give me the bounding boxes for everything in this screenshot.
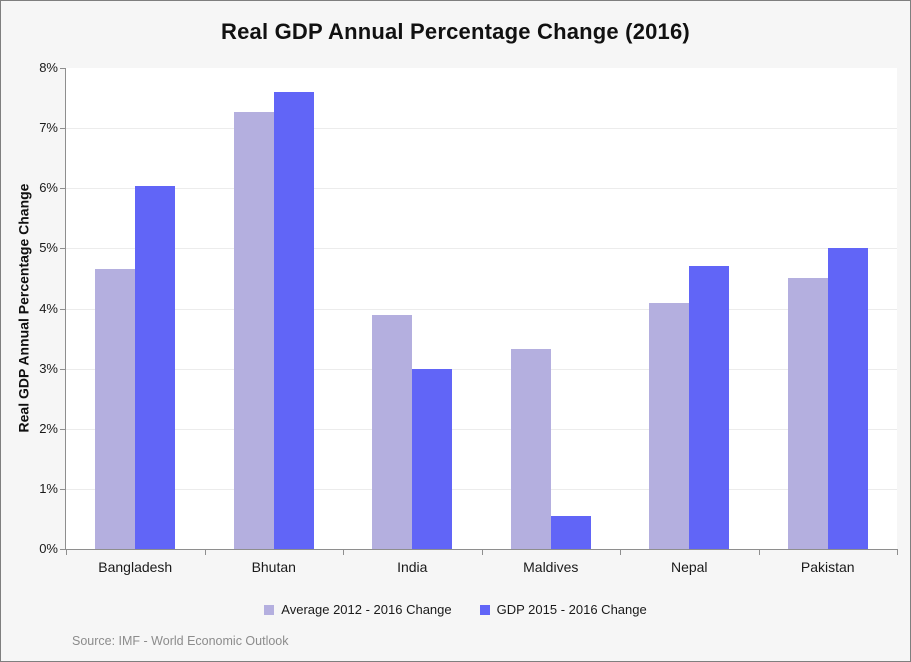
x-category-label-bhutan: Bhutan xyxy=(251,559,296,575)
x-tick-boundary-0 xyxy=(66,550,67,555)
y-tick-0pct xyxy=(60,549,65,550)
legend-swatch-icon xyxy=(479,604,490,615)
gridline-4pct xyxy=(66,308,897,310)
legend-label: GDP 2015 - 2016 Change xyxy=(496,602,647,617)
legend-label: Average 2012 - 2016 Change xyxy=(281,602,452,617)
y-tick-label-6pct: 6% xyxy=(39,180,58,196)
bar-bangladesh-series-2 xyxy=(135,186,176,549)
source-note: Source: IMF - World Economic Outlook xyxy=(72,634,289,648)
y-tick-label-0pct: 0% xyxy=(39,541,58,556)
y-tick-label-3pct: 3% xyxy=(39,360,58,376)
y-tick-5pct xyxy=(60,248,65,250)
x-tick-boundary-2 xyxy=(343,550,344,555)
y-tick-1pct xyxy=(60,488,65,490)
y-tick-8pct xyxy=(60,68,65,69)
y-tick-6pct xyxy=(60,188,65,190)
x-tick-boundary-4 xyxy=(620,550,621,555)
y-tick-7pct xyxy=(60,128,65,130)
y-tick-label-1pct: 1% xyxy=(39,480,58,496)
x-category-label-maldives: Maldives xyxy=(523,559,579,575)
bar-bhutan-series-2 xyxy=(273,92,314,549)
bar-nepal-series-2 xyxy=(689,266,730,549)
y-tick-label-5pct: 5% xyxy=(39,240,58,256)
legend-item-series-2: GDP 2015 - 2016 Change xyxy=(479,602,647,617)
bar-pakistan-series-1 xyxy=(787,278,828,549)
y-tick-4pct xyxy=(60,308,65,310)
y-tick-label-7pct: 7% xyxy=(39,120,58,136)
y-axis-line xyxy=(65,68,66,550)
x-tick-boundary-1 xyxy=(204,550,206,555)
bar-bhutan-series-1 xyxy=(233,111,274,549)
y-tick-2pct xyxy=(60,428,65,430)
x-tick-boundary-6 xyxy=(897,550,898,555)
x-category-label-bangladesh: Bangladesh xyxy=(98,559,173,575)
gridline-3pct xyxy=(66,368,897,370)
legend: Average 2012 - 2016 Change GDP 2015 - 201… xyxy=(1,602,910,617)
bar-nepal-series-1 xyxy=(649,302,690,549)
x-category-label-pakistan: Pakistan xyxy=(800,559,855,575)
chart-title: Real GDP Annual Percentage Change (2016) xyxy=(221,19,690,44)
legend-item-series-1: Average 2012 - 2016 Change xyxy=(264,602,452,617)
bar-bangladesh-series-1 xyxy=(95,269,136,549)
gridline-5pct xyxy=(66,248,897,250)
x-axis-line xyxy=(65,549,898,550)
gridline-1pct xyxy=(66,488,897,490)
x-tick-boundary-3 xyxy=(481,550,483,555)
y-tick-label-4pct: 4% xyxy=(39,300,58,316)
x-category-label-india: India xyxy=(397,559,428,575)
bar-india-series-2 xyxy=(412,368,453,549)
gridline-7pct xyxy=(66,128,897,130)
legend-swatch-icon xyxy=(264,604,275,615)
bar-pakistan-series-2 xyxy=(827,248,868,549)
y-tick-3pct xyxy=(60,368,65,370)
gridline-2pct xyxy=(66,428,897,430)
x-tick-boundary-5 xyxy=(758,550,760,555)
bar-maldives-series-1 xyxy=(510,348,551,549)
x-category-label-nepal: Nepal xyxy=(670,559,708,575)
plot-area xyxy=(66,68,897,549)
gridline-6pct xyxy=(66,188,897,190)
y-tick-label-2pct: 2% xyxy=(39,420,58,436)
bar-india-series-1 xyxy=(372,314,413,549)
y-tick-label-8pct: 8% xyxy=(39,60,58,75)
bar-maldives-series-2 xyxy=(550,515,591,549)
